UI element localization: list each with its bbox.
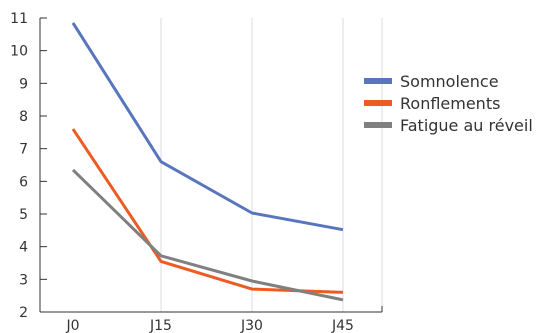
- y-tick-label: 11: [10, 11, 28, 27]
- grid-lines: [160, 18, 383, 312]
- y-tick-label: 10: [10, 44, 28, 60]
- x-tick-label: J30: [240, 318, 263, 333]
- y-axis-ticks: 2 3 4 5 6 7 8 9 10 11: [10, 11, 47, 321]
- x-tick-label: J15: [149, 318, 172, 333]
- series-line-3: [71, 168, 344, 302]
- y-tick-label: 4: [19, 240, 28, 256]
- legend-item-fatigue: Fatigue au réveil: [364, 114, 533, 136]
- y-tick-label: 5: [19, 207, 28, 223]
- legend: Somnolence Ronflements Fatigue au réveil: [364, 70, 533, 136]
- series-line-1: [71, 22, 344, 232]
- x-axis-ticks: J0 J15 J30 J45: [65, 318, 354, 333]
- legend-item-somnolence: Somnolence: [364, 70, 533, 92]
- y-tick-label: 2: [19, 305, 28, 321]
- legend-item-ronflements: Ronflements: [364, 92, 533, 114]
- x-tick-label: J45: [331, 318, 354, 333]
- x-tick-label: J0: [65, 318, 79, 333]
- y-tick-label: 7: [19, 142, 28, 158]
- legend-swatch-ronflements: [364, 100, 392, 106]
- legend-label-ronflements: Ronflements: [400, 93, 501, 113]
- y-tick-label: 9: [19, 76, 28, 92]
- legend-swatch-fatigue: [364, 122, 392, 128]
- y-tick-label: 3: [19, 272, 28, 288]
- axes: [39, 18, 383, 313]
- y-tick-label: 8: [19, 109, 28, 125]
- legend-label-somnolence: Somnolence: [400, 71, 499, 91]
- legend-swatch-somnolence: [364, 78, 392, 84]
- y-tick-label: 6: [19, 174, 28, 190]
- legend-label-fatigue: Fatigue au réveil: [400, 115, 533, 135]
- series-lines: [71, 22, 344, 302]
